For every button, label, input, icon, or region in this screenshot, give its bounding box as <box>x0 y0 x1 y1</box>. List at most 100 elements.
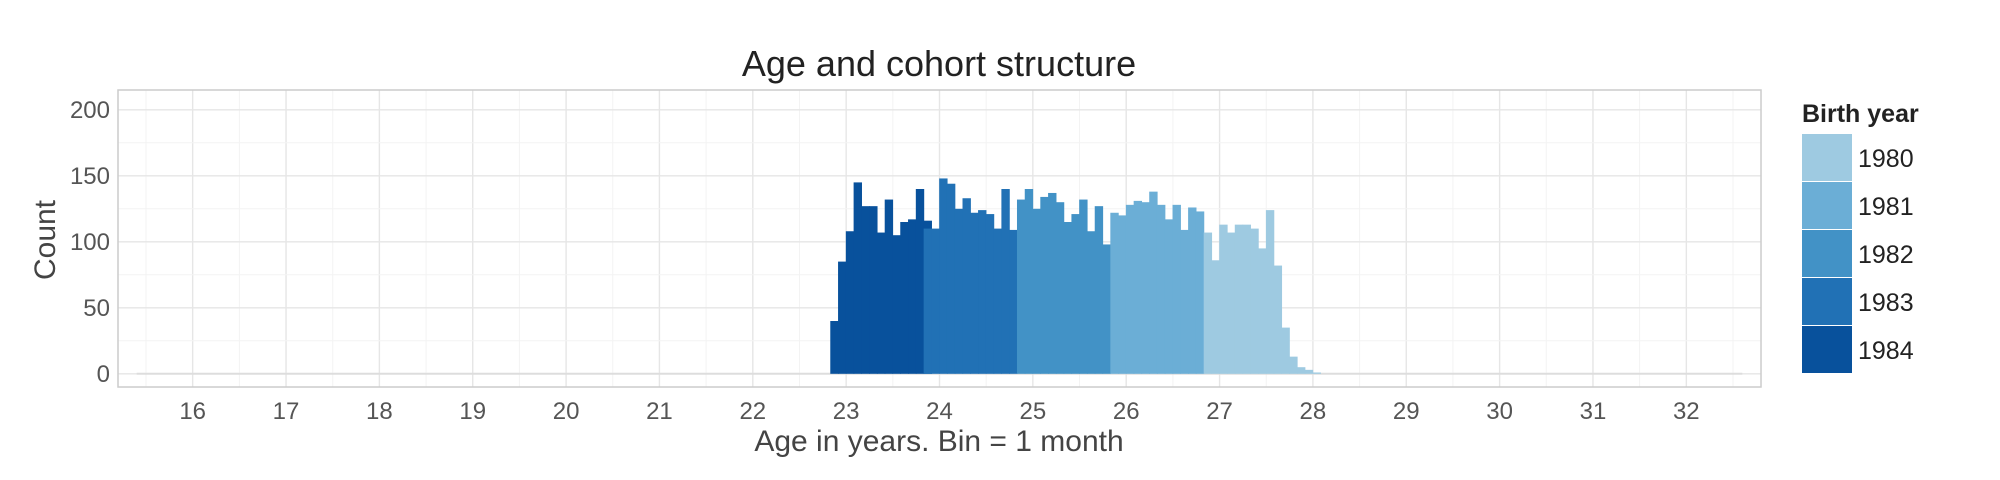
legend: Birth year 1980 1981 1982 1983 1984 <box>1802 100 1919 373</box>
bar-1980 <box>1297 367 1306 374</box>
bar-1980 <box>1281 327 1290 374</box>
bar-1984 <box>900 222 909 374</box>
bar-1983 <box>985 214 995 374</box>
x-tick-label: 22 <box>739 398 766 425</box>
x-tick-label: 17 <box>273 398 300 425</box>
bar-1984 <box>915 189 925 374</box>
legend-key-1984 <box>1802 326 1852 373</box>
legend-label: 1984 <box>1858 337 1914 365</box>
bar-1983 <box>1001 189 1010 374</box>
bar-1983 <box>939 178 948 374</box>
bar-1980 <box>1227 232 1236 374</box>
legend-label: 1983 <box>1858 289 1914 317</box>
x-tick-label: 16 <box>179 398 206 425</box>
bar-1982 <box>1024 189 1034 374</box>
legend-label: 1981 <box>1858 193 1914 221</box>
bar-1983 <box>1009 229 1018 374</box>
bar-1983 <box>923 228 933 374</box>
bar-1982 <box>1102 244 1111 374</box>
x-tick-label: 19 <box>459 398 486 425</box>
x-tick-label: 26 <box>1113 398 1140 425</box>
bar-1980 <box>1219 224 1228 374</box>
bar-1980 <box>1242 224 1251 374</box>
bar-1980 <box>1304 369 1314 374</box>
x-tick-label: 24 <box>926 398 953 425</box>
y-tick-label: 150 <box>70 163 110 190</box>
bar-1983 <box>954 208 964 374</box>
x-tick-label: 20 <box>553 398 580 425</box>
y-tick-label: 200 <box>70 97 110 124</box>
bar-1982 <box>1032 208 1041 374</box>
bar-1980 <box>1273 265 1283 374</box>
bar-1983 <box>993 228 1002 374</box>
bar-1983 <box>970 212 979 374</box>
x-tick-label: 21 <box>646 398 673 425</box>
x-tick-label: 28 <box>1300 398 1327 425</box>
bar-1982 <box>1048 192 1057 374</box>
x-axis-ticks: 16 17 18 19 20 21 22 23 24 25 26 27 28 29 30 31 32 <box>179 398 1699 425</box>
y-axis-ticks: 0 50 100 150 200 <box>70 97 110 388</box>
bar-1984 <box>892 235 901 374</box>
bar-1980 <box>1312 372 1321 374</box>
x-tick-label: 23 <box>833 398 860 425</box>
y-tick-label: 50 <box>83 295 110 322</box>
legend-key-1981 <box>1802 182 1852 229</box>
bar-1980 <box>1265 210 1275 374</box>
x-tick-label: 25 <box>1020 398 1047 425</box>
bar-1980 <box>1289 356 1298 374</box>
bar-1984 <box>830 321 839 374</box>
bar-1983 <box>931 228 940 374</box>
y-axis-title: Count <box>29 199 62 280</box>
legend-title: Birth year <box>1802 100 1919 128</box>
legend-key-1982 <box>1802 230 1852 277</box>
bar-1983 <box>962 198 971 374</box>
x-tick-label: 32 <box>1673 398 1700 425</box>
bars <box>830 178 1321 374</box>
legend-label: 1980 <box>1858 145 1914 173</box>
x-tick-label: 30 <box>1486 398 1513 425</box>
legend-items: 1980 1981 1982 1983 1984 <box>1802 134 1914 373</box>
chart-title: Age and cohort structure <box>742 43 1136 84</box>
bar-1984 <box>853 182 862 374</box>
bar-1981 <box>1118 215 1127 374</box>
bar-1982 <box>1016 199 1026 374</box>
legend-key-1983 <box>1802 278 1852 325</box>
y-tick-label: 100 <box>70 229 110 256</box>
bar-1980 <box>1234 224 1244 374</box>
legend-key-1980 <box>1802 134 1852 181</box>
plot-panel <box>117 89 1762 388</box>
y-tick-label: 0 <box>97 361 110 388</box>
bar-1982 <box>1086 231 1096 374</box>
bar-1981 <box>1180 229 1189 374</box>
bar-1984 <box>845 231 855 374</box>
x-tick-label: 31 <box>1580 398 1607 425</box>
bar-1984 <box>908 219 917 374</box>
bar-1984 <box>876 232 886 374</box>
bar-1981 <box>1141 202 1150 374</box>
x-tick-label: 29 <box>1393 398 1420 425</box>
bar-1983 <box>946 183 956 374</box>
bar-1981 <box>1164 219 1174 374</box>
bar-1980 <box>1211 260 1220 374</box>
bar-1981 <box>1195 211 1205 374</box>
legend-label: 1982 <box>1858 241 1914 269</box>
bar-1981 <box>1156 204 1166 374</box>
bar-1981 <box>1133 200 1143 374</box>
bar-1980 <box>1203 232 1213 374</box>
x-axis-title: Age in years. Bin = 1 month <box>754 425 1123 458</box>
bar-1984 <box>861 206 870 374</box>
bar-1982 <box>1063 222 1073 374</box>
bar-1984 <box>884 199 894 374</box>
bar-1982 <box>1079 199 1088 374</box>
bar-1984 <box>869 206 878 374</box>
x-tick-label: 18 <box>366 398 393 425</box>
bar-1981 <box>1125 204 1135 374</box>
bar-1980 <box>1258 248 1267 374</box>
bar-1983 <box>978 210 987 374</box>
panel-border <box>117 89 1762 388</box>
bar-1981 <box>1188 207 1197 374</box>
bar-1982 <box>1040 196 1049 374</box>
bar-1981 <box>1172 204 1181 374</box>
bar-1982 <box>1071 214 1080 374</box>
bar-1982 <box>1094 206 1104 374</box>
